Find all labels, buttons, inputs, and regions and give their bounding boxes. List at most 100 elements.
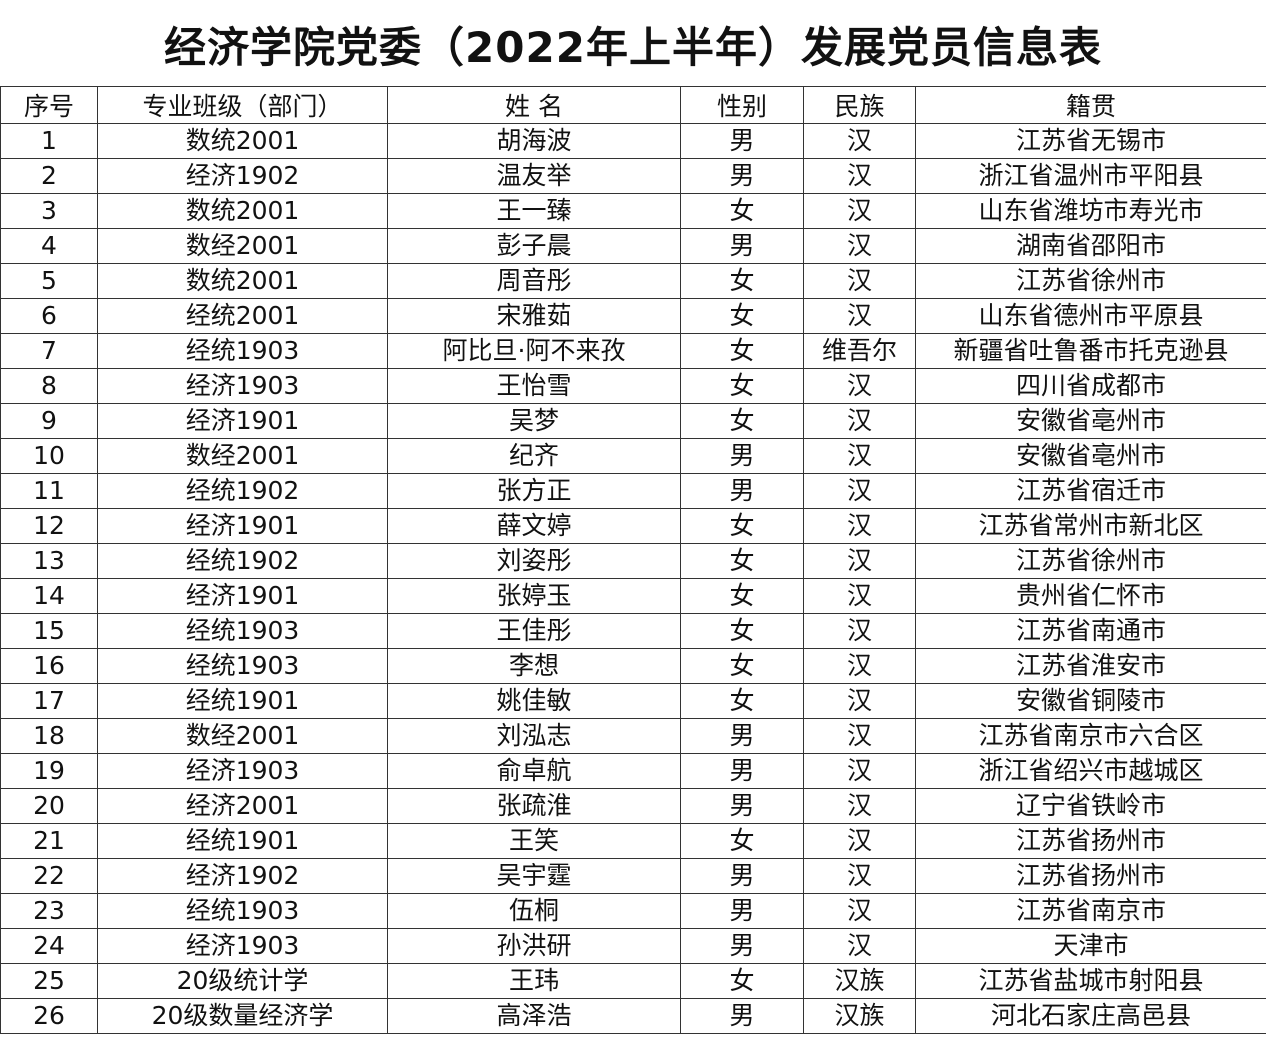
cell-col-name: 王佳彤 (387, 613, 681, 649)
cell-col-hometown: 天津市 (915, 928, 1266, 964)
table-row: 17 经统1901 姚佳敏女汉安徽省铜陵市 (0, 683, 1266, 719)
cell-col-name: 刘姿彤 (387, 543, 681, 579)
cell-col-index: 17 (0, 683, 98, 719)
cell-col-class: 数经2001 (97, 718, 388, 754)
cell-col-hometown: 四川省成都市 (915, 368, 1266, 404)
cell-col-index: 1 (0, 123, 98, 159)
cell-col-gender: 女 (680, 403, 804, 439)
cell-col-name: 张疏淮 (387, 788, 681, 824)
cell-col-name: 孙洪研 (387, 928, 681, 964)
table-row: 8 经济1903 王怡雪女汉四川省成都市 (0, 368, 1266, 404)
cell-col-gender: 女 (680, 333, 804, 369)
cell-col-class: 数统2001 (97, 123, 388, 159)
table-row: 24 经济1903 孙洪研男汉天津市 (0, 928, 1266, 964)
cell-col-gender: 男 (680, 858, 804, 894)
cell-col-name: 王笑 (387, 823, 681, 859)
table-row: 19 经济1903 俞卓航男汉浙江省绍兴市越城区 (0, 753, 1266, 789)
header-col-gender: 性别 (680, 86, 804, 124)
cell-col-ethnicity: 汉 (803, 438, 916, 474)
cell-col-hometown: 江苏省南通市 (915, 613, 1266, 649)
cell-col-class: 数经2001 (97, 438, 388, 474)
cell-col-ethnicity: 汉 (803, 753, 916, 789)
cell-col-name: 胡海波 (387, 123, 681, 159)
cell-col-name: 周音彤 (387, 263, 681, 299)
cell-col-class: 经济1902 (97, 158, 388, 194)
cell-col-class: 数统2001 (97, 263, 388, 299)
cell-col-ethnicity: 汉 (803, 158, 916, 194)
table-row: 16 经统1903 李想女汉江苏省淮安市 (0, 648, 1266, 684)
cell-col-hometown: 浙江省温州市平阳县 (915, 158, 1266, 194)
cell-col-name: 王怡雪 (387, 368, 681, 404)
cell-col-gender: 男 (680, 928, 804, 964)
page-title: 经济学院党委（2022年上半年）发展党员信息表 (164, 23, 1102, 72)
cell-col-name: 温友举 (387, 158, 681, 194)
cell-col-class: 经统1902 (97, 473, 388, 509)
cell-col-ethnicity: 汉 (803, 893, 916, 929)
cell-col-gender: 男 (680, 228, 804, 264)
cell-col-index: 6 (0, 298, 98, 334)
cell-col-class: 经济1901 (97, 578, 388, 614)
cell-col-hometown: 江苏省徐州市 (915, 543, 1266, 579)
cell-col-ethnicity: 汉 (803, 823, 916, 859)
header-col-name: 姓 名 (387, 86, 681, 124)
cell-col-gender: 男 (680, 438, 804, 474)
cell-col-class: 经济1901 (97, 403, 388, 439)
table-row: 9 经济1901 吴梦女汉安徽省亳州市 (0, 403, 1266, 439)
cell-col-hometown: 江苏省扬州市 (915, 823, 1266, 859)
cell-col-index: 14 (0, 578, 98, 614)
table-row: 15 经统1903 王佳彤女汉江苏省南通市 (0, 613, 1266, 649)
table-row: 14 经济1901 张婷玉女汉贵州省仁怀市 (0, 578, 1266, 614)
cell-col-index: 20 (0, 788, 98, 824)
cell-col-gender: 男 (680, 893, 804, 929)
cell-col-class: 经统1901 (97, 823, 388, 859)
cell-col-index: 18 (0, 718, 98, 754)
cell-col-gender: 男 (680, 158, 804, 194)
cell-col-ethnicity: 汉 (803, 368, 916, 404)
cell-col-gender: 女 (680, 193, 804, 229)
cell-col-index: 12 (0, 508, 98, 544)
cell-col-class: 经济2001 (97, 788, 388, 824)
cell-col-index: 13 (0, 543, 98, 579)
cell-col-name: 吴梦 (387, 403, 681, 439)
cell-col-class: 经统1903 (97, 893, 388, 929)
table-row: 4 数经2001 彭子晨男汉湖南省邵阳市 (0, 228, 1266, 264)
cell-col-index: 5 (0, 263, 98, 299)
cell-col-gender: 女 (680, 683, 804, 719)
cell-col-ethnicity: 汉 (803, 613, 916, 649)
cell-col-index: 2 (0, 158, 98, 194)
member-table: 序号 专业班级（部门）姓 名性别 民族 籍贯 1 数统2001 胡海波男汉江苏省无锡市 2 经… (0, 86, 1266, 1034)
cell-col-class: 经统1901 (97, 683, 388, 719)
cell-col-name: 彭子晨 (387, 228, 681, 264)
cell-col-name: 张方正 (387, 473, 681, 509)
header-col-ethnicity: 民族 (803, 86, 916, 124)
cell-col-gender: 女 (680, 368, 804, 404)
cell-col-gender: 女 (680, 613, 804, 649)
table-row: 6 经统2001 宋雅茹女汉山东省德州市平原县 (0, 298, 1266, 334)
cell-col-name: 俞卓航 (387, 753, 681, 789)
cell-col-class: 数统2001 (97, 193, 388, 229)
table-row: 5 数统2001 周音彤女汉江苏省徐州市 (0, 263, 1266, 299)
cell-col-index: 15 (0, 613, 98, 649)
cell-col-ethnicity: 汉 (803, 123, 916, 159)
cell-col-name: 纪齐 (387, 438, 681, 474)
cell-col-ethnicity: 汉 (803, 228, 916, 264)
table-row: 3 数统2001 王一臻女汉山东省潍坊市寿光市 (0, 193, 1266, 229)
cell-col-index: 3 (0, 193, 98, 229)
cell-col-index: 22 (0, 858, 98, 894)
cell-col-gender: 男 (680, 998, 804, 1034)
cell-col-name: 张婷玉 (387, 578, 681, 614)
cell-col-gender: 男 (680, 473, 804, 509)
cell-col-class: 经济1902 (97, 858, 388, 894)
cell-col-ethnicity: 汉 (803, 928, 916, 964)
table-row: 7 经统1903 阿比旦·阿不来孜女维吾尔 新疆省吐鲁番市托克逊县 (0, 333, 1266, 369)
cell-col-hometown: 安徽省亳州市 (915, 438, 1266, 474)
cell-col-name: 刘泓志 (387, 718, 681, 754)
cell-col-gender: 女 (680, 543, 804, 579)
cell-col-name: 李想 (387, 648, 681, 684)
cell-col-gender: 男 (680, 123, 804, 159)
cell-col-class: 经济1901 (97, 508, 388, 544)
cell-col-ethnicity: 汉 (803, 648, 916, 684)
cell-col-index: 9 (0, 403, 98, 439)
cell-col-gender: 女 (680, 578, 804, 614)
cell-col-ethnicity: 汉 (803, 193, 916, 229)
